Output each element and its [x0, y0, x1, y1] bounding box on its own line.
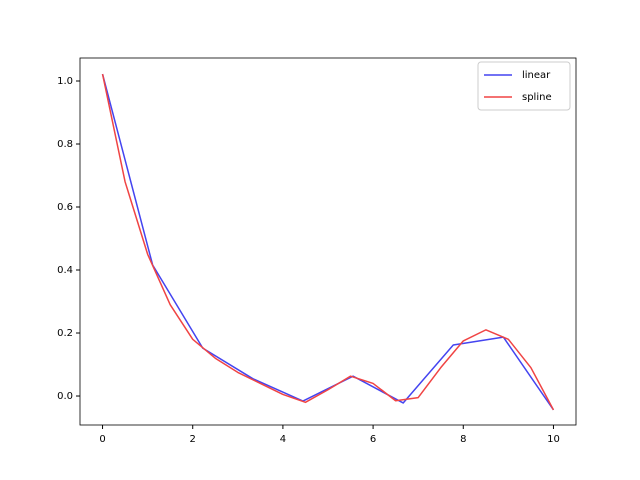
legend-label: spline — [522, 92, 552, 103]
x-tick-label: 10 — [547, 434, 560, 445]
x-tick-label: 6 — [370, 434, 376, 445]
x-tick-label: 8 — [460, 434, 466, 445]
y-tick-label: 0.6 — [57, 202, 73, 213]
line — [101, 73, 555, 411]
y-tick-label: 0.0 — [57, 391, 73, 402]
legend-box — [477, 61, 571, 111]
y-tick-label: 1.0 — [57, 76, 73, 87]
y-tick-label: 0.2 — [57, 328, 73, 339]
x-tick-label: 4 — [280, 434, 286, 445]
y-tick-label: 0.8 — [57, 139, 73, 150]
y-tick-label: 0.4 — [57, 265, 73, 276]
x-tick-label: 2 — [190, 434, 196, 445]
x-tick-label: 0 — [99, 434, 105, 445]
axes-frame — [79, 57, 577, 426]
line — [101, 73, 555, 411]
legend-label: linear — [522, 70, 551, 81]
